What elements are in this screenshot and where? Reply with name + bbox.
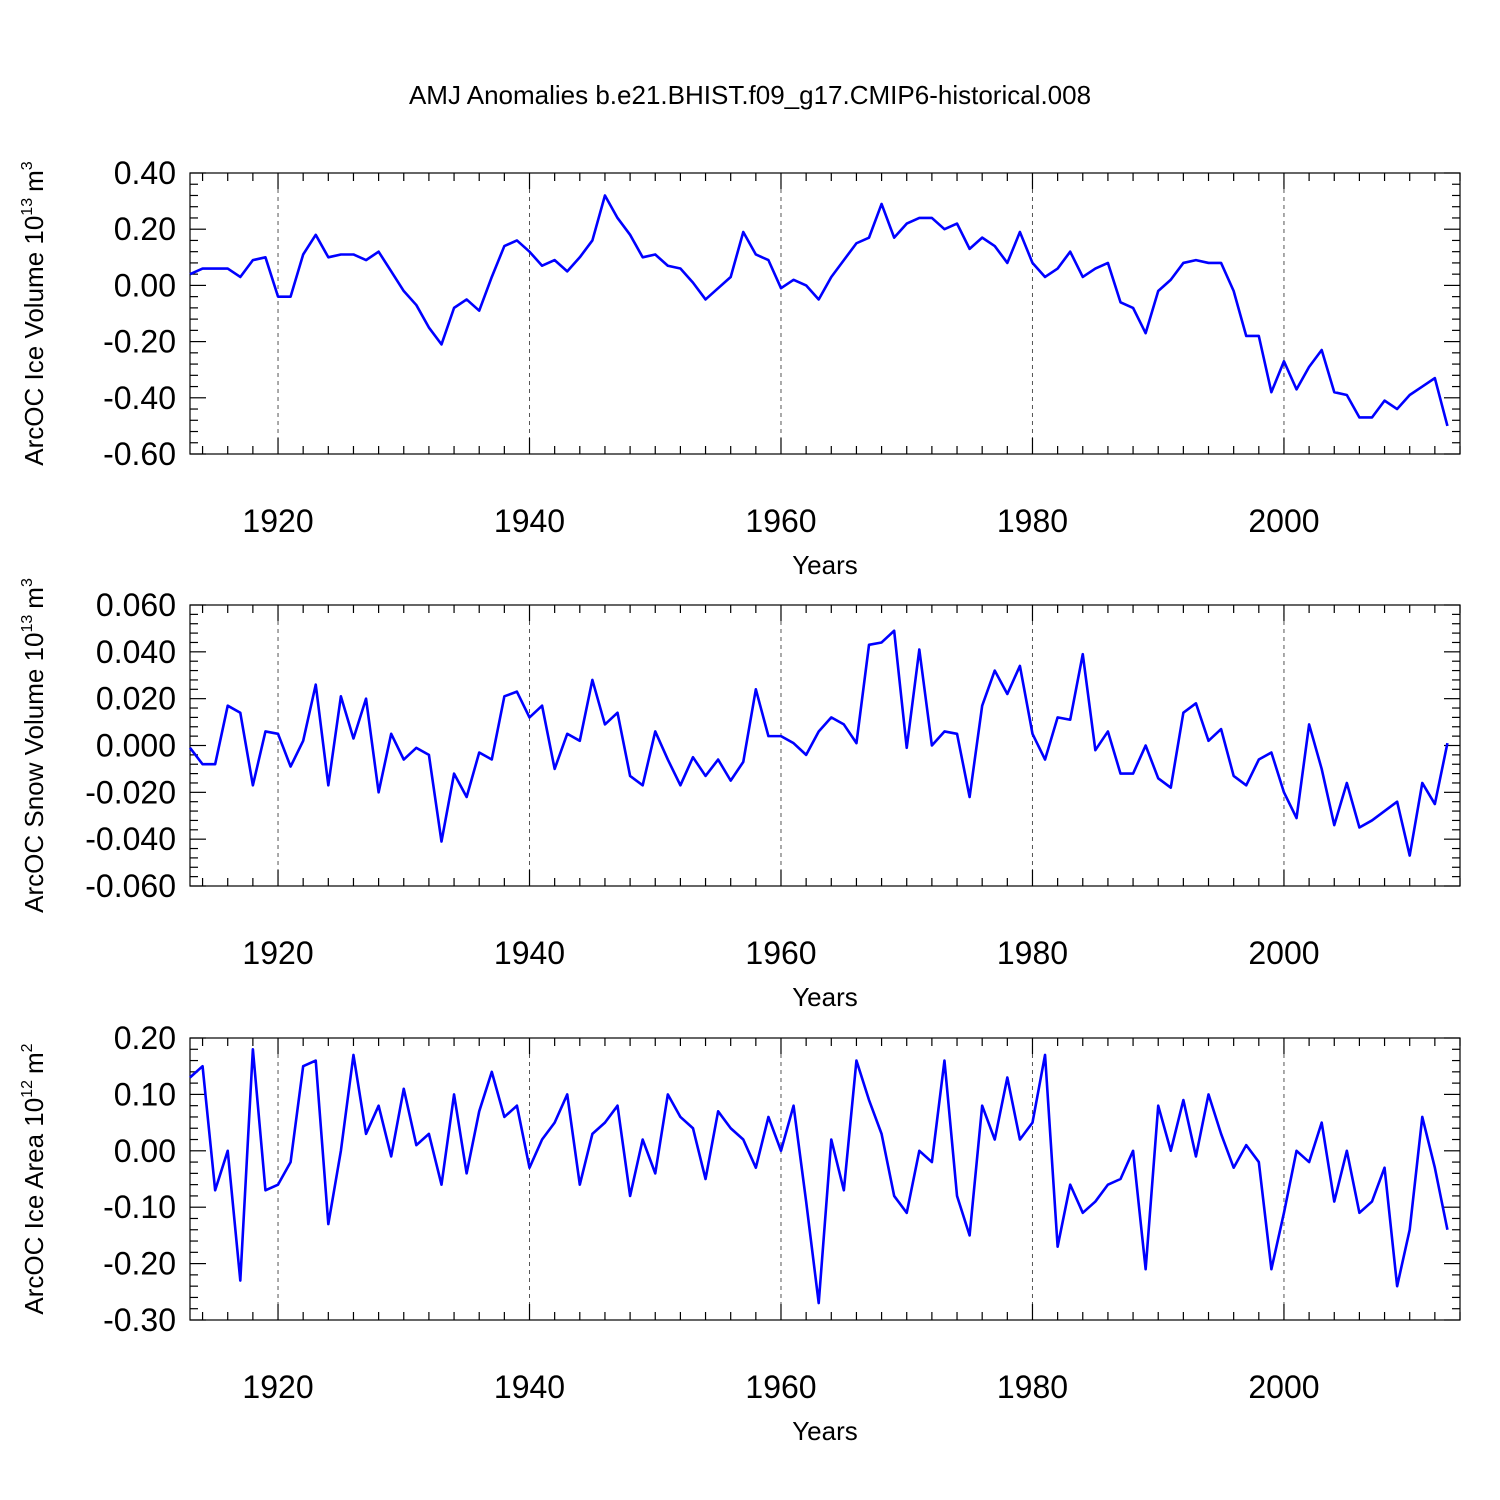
y-axis-label-unit: m	[19, 587, 49, 609]
series-line-3	[189, 1047, 1449, 1305]
panel-2: -0.060 -0.040 -0.020 0.000 0.020 0.040 0.060 19…	[19, 578, 1461, 1012]
y-tick-label: 0.10	[114, 1076, 176, 1112]
x-tick-label: 1920	[242, 1369, 313, 1405]
x-tick-label: 1980	[997, 503, 1068, 539]
y-axis-label-exponent: 13	[19, 198, 36, 216]
plot-frame	[189, 172, 1461, 455]
y-tick-label: -0.60	[103, 436, 176, 472]
x-tick-label: 1960	[745, 503, 816, 539]
y-tick-label: -0.020	[85, 774, 176, 810]
y-tick-label: 0.20	[114, 1020, 176, 1056]
y-axis-label-unit-exponent: 3	[19, 161, 36, 170]
plot-frame	[189, 604, 1461, 887]
y-axis-label: ArcOC Ice Volume 1013 m3	[19, 161, 49, 465]
y-axis-label-exponent: 12	[19, 1080, 36, 1098]
y-tick-label: 0.00	[114, 1133, 176, 1169]
y-tick-label: -0.10	[103, 1189, 176, 1225]
x-axis-label: Years	[792, 982, 858, 1012]
y-axis-label-unit-exponent: 3	[19, 578, 36, 587]
plot-frame	[189, 1037, 1461, 1321]
y-axis-label: ArcOC Snow Volume 1013 m3	[19, 578, 49, 913]
figure-title: AMJ Anomalies b.e21.BHIST.f09_g17.CMIP6-…	[409, 80, 1091, 110]
y-tick-label: -0.20	[103, 1246, 176, 1282]
y-tick-label: -0.30	[103, 1302, 176, 1338]
y-tick-label: 0.000	[96, 728, 176, 764]
y-tick-label: 0.40	[114, 155, 176, 191]
x-tick-label: 1980	[997, 1369, 1068, 1405]
y-tick-label: 0.040	[96, 634, 176, 670]
series-line-2	[188, 629, 1449, 857]
y-axis-label-unit: m	[19, 1052, 49, 1074]
panels: -0.60 -0.40 -0.20 0.00 0.20 0.40 1920 1940 1960 1…	[19, 155, 1461, 1446]
x-tick-label: 2000	[1248, 935, 1319, 971]
y-tick-label: 0.00	[114, 267, 176, 303]
x-axis-label: Years	[792, 1416, 858, 1446]
series-line-1	[189, 194, 1449, 427]
y-axis-label-unit: m	[19, 170, 49, 192]
y-axis-label-exponent: 13	[19, 615, 36, 633]
y-tick-label: -0.40	[103, 380, 176, 416]
y-axis-label-text: ArcOC Snow Volume 10	[19, 633, 49, 913]
panel-3: -0.30 -0.20 -0.10 0.00 0.10 0.20 1920 1940 1960 1…	[19, 1020, 1461, 1446]
y-axis-label-text: ArcOC Ice Volume 10	[19, 216, 49, 466]
y-tick-label: 0.020	[96, 681, 176, 717]
panel-1: -0.60 -0.40 -0.20 0.00 0.20 0.40 1920 1940 1960 1…	[19, 155, 1461, 580]
x-tick-label: 1940	[494, 1369, 565, 1405]
x-tick-label: 1920	[242, 935, 313, 971]
x-tick-label: 1920	[242, 503, 313, 539]
x-tick-label: 1940	[494, 503, 565, 539]
x-tick-label: 2000	[1248, 503, 1319, 539]
x-axis-label: Years	[792, 550, 858, 580]
x-tick-label: 1960	[745, 935, 816, 971]
y-axis-label-text: ArcOC Ice Area 10	[19, 1098, 49, 1315]
y-axis-label-unit-exponent: 2	[19, 1043, 36, 1052]
y-tick-label: -0.060	[85, 868, 176, 904]
y-tick-label: 0.20	[114, 211, 176, 247]
x-tick-label: 1940	[494, 935, 565, 971]
y-tick-label: 0.060	[96, 587, 176, 623]
x-tick-label: 1960	[745, 1369, 816, 1405]
y-tick-label: -0.040	[85, 821, 176, 857]
x-tick-label: 2000	[1248, 1369, 1319, 1405]
y-tick-label: -0.20	[103, 324, 176, 360]
x-tick-label: 1980	[997, 935, 1068, 971]
y-axis-label: ArcOC Ice Area 1012 m2	[19, 1043, 49, 1314]
